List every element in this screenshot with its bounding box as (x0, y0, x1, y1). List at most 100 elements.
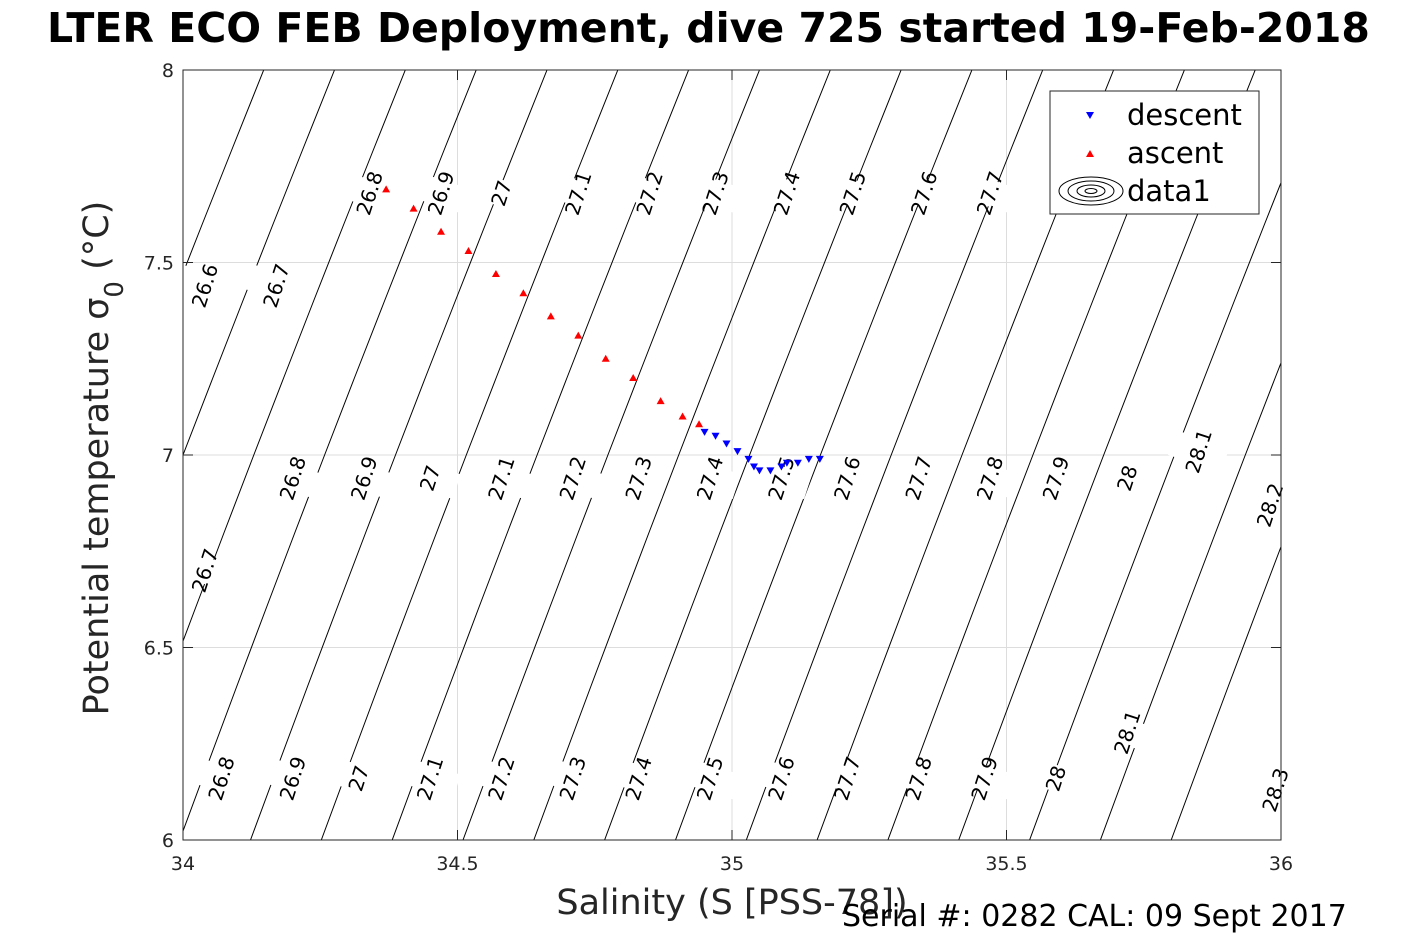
contour-label-bg (893, 172, 955, 215)
contour-label-bg (174, 264, 236, 307)
contour-label-bg (470, 457, 533, 500)
contour-label-bg (816, 757, 878, 800)
legend-descent-label: descent (1127, 98, 1242, 132)
contour-label-bg (1239, 484, 1301, 527)
contour-label-bg (410, 172, 472, 215)
descent-point (700, 428, 709, 436)
contour-label-bg (684, 172, 747, 215)
contour-label-bg (333, 457, 395, 500)
contour-label-bg (822, 172, 884, 215)
ascent-point (519, 289, 528, 297)
contour-label-bg (262, 757, 324, 800)
contour-label-bg (190, 757, 253, 800)
contour-label-bg (679, 757, 741, 800)
contour-label-bg (679, 457, 741, 500)
x-tick-label: 35.5 (985, 853, 1027, 875)
descent-point (722, 440, 731, 448)
contour-label-bg (608, 757, 670, 800)
isopycnal-28.2 (1099, 361, 1281, 840)
ascent-point (382, 185, 391, 193)
x-tick-label: 34 (171, 853, 195, 875)
descent-point (804, 455, 813, 463)
contour-label-bg (1096, 457, 1158, 500)
contour-label-bg (328, 757, 390, 800)
ascent-point (656, 397, 665, 405)
contour-label-bg (174, 549, 236, 592)
descent-point (749, 463, 758, 471)
contour-label-bg (1168, 430, 1230, 473)
ascent-point (574, 331, 583, 339)
isopycnal-26.8 (183, 70, 406, 643)
contour-label-bg (339, 172, 401, 215)
contour-label-bg (953, 757, 1016, 800)
x-axis-label: Salinity (S [PSS-78]) (556, 883, 907, 923)
data-series (382, 185, 824, 475)
ascent-point (437, 227, 446, 235)
x-tick-label: 35 (720, 853, 744, 875)
contour-label-bg (542, 457, 604, 500)
y-tick-label: 7 (162, 445, 174, 467)
contour-label-bg (959, 172, 1021, 215)
contour-label-bg (399, 457, 461, 500)
contour-label-bg (756, 172, 818, 215)
legend-ascent-label: ascent (1127, 136, 1223, 170)
x-tick-label: 34.5 (436, 853, 478, 875)
ascent-point (546, 312, 555, 320)
contour-label-bg (1025, 457, 1087, 500)
descent-point (782, 459, 791, 467)
ascent-point (629, 374, 638, 381)
isopycnal-26.7 (183, 70, 336, 457)
contour-label-bg (1096, 711, 1158, 754)
ascent-point (695, 420, 704, 428)
contour-label-bg (888, 757, 950, 800)
descent-point (744, 455, 753, 463)
descent-point (766, 467, 775, 475)
descent-point (777, 463, 786, 471)
y-tick-label: 7.5 (144, 253, 174, 275)
contour-label-bg (888, 457, 950, 500)
contour-label-bg (1025, 757, 1087, 800)
contour-label-bg (245, 264, 307, 307)
contour-label-bg (816, 457, 878, 500)
contour-label-bg (399, 757, 461, 800)
contour-label-bg (262, 457, 324, 500)
contour-labels: 26.8 26.9 27 27.1 27.2 27.3 27.4 27.5 27.6 27.726… (174, 168, 1307, 815)
contour-label-bg (750, 457, 813, 500)
contour-label-bg (542, 757, 604, 800)
ascent-point (409, 204, 418, 212)
y-axis-label: Potential temperature σ0 (°C) (77, 201, 130, 716)
descent-point (755, 467, 764, 475)
y-tick-label: 8 (162, 60, 174, 82)
contour-label-bg (750, 757, 813, 800)
ascent-point (601, 354, 610, 362)
ascent-point (678, 412, 687, 420)
legend-ascent-marker (1086, 150, 1094, 157)
axis-ticks: 34 34.5 35 35.5 36 6 6.5 7 7.5 8 (144, 60, 1293, 875)
legend-descent-marker (1086, 112, 1094, 119)
contour-label-bg (547, 172, 609, 215)
legend: descent ascent data1 (1049, 90, 1260, 215)
ascent-point (491, 270, 500, 278)
figure-title: LTER ECO FEB Deployment, dive 725 starte… (47, 4, 1370, 52)
ascent-point (464, 246, 473, 254)
descent-point (733, 448, 742, 456)
descent-point (711, 432, 720, 440)
legend-box (1049, 90, 1260, 215)
serial-calibration-note: Serial #: 0282 CAL: 09 Sept 2017 (842, 899, 1347, 934)
y-tick-label: 6.5 (144, 638, 174, 660)
contour-label-bg (1244, 768, 1307, 811)
y-tick-label: 6 (162, 830, 174, 852)
contour-label-bg (470, 757, 533, 800)
contour-label-bg (608, 457, 670, 500)
contour-label-bg (619, 172, 681, 215)
legend-data1-label: data1 (1127, 174, 1211, 208)
descent-point (793, 459, 802, 467)
x-tick-label: 36 (1269, 853, 1293, 875)
legend-contour-icon (1058, 176, 1124, 206)
descent-point (815, 455, 824, 463)
isopycnal-28.3 (1170, 545, 1281, 840)
contour-label-bg (959, 457, 1021, 500)
isopycnal-26.6 (183, 70, 265, 275)
contour-label-bg (470, 172, 533, 215)
